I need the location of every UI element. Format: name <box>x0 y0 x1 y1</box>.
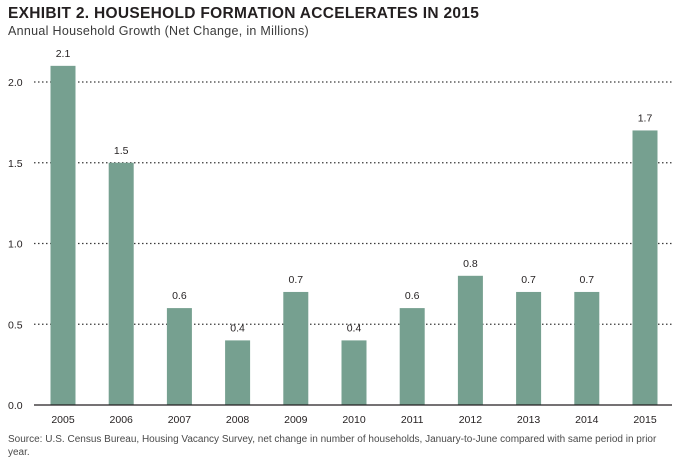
y-tick-label: 1.5 <box>8 158 23 170</box>
bar <box>166 308 192 405</box>
bar <box>632 130 658 405</box>
x-tick-label: 2010 <box>342 414 366 426</box>
x-tick-label: 2013 <box>517 414 541 426</box>
x-tick-label: 2011 <box>401 414 424 426</box>
data-label: 0.4 <box>230 322 245 334</box>
bar <box>399 308 425 405</box>
x-tick-label: 2015 <box>633 414 657 426</box>
y-tick-label: 1.0 <box>8 239 23 251</box>
chart-title: EXHIBIT 2. HOUSEHOLD FORMATION ACCELERAT… <box>8 5 480 22</box>
bar <box>516 291 542 405</box>
x-tick-label: 2007 <box>168 414 192 426</box>
x-tick-label: 2006 <box>110 414 134 426</box>
data-label: 1.5 <box>114 145 129 157</box>
data-label: 0.6 <box>405 290 420 302</box>
data-label: 0.8 <box>463 258 478 270</box>
data-label: 2.1 <box>56 48 71 60</box>
y-tick-label: 0.5 <box>8 319 23 331</box>
y-tick-label: 2.0 <box>8 77 23 89</box>
bar <box>574 291 600 405</box>
bar <box>283 291 309 405</box>
bar <box>50 65 76 405</box>
data-label: 0.6 <box>172 290 187 302</box>
bar <box>225 340 251 405</box>
x-tick-label: 2012 <box>459 414 483 426</box>
x-tick-label: 2009 <box>284 414 308 426</box>
bar <box>341 340 367 405</box>
chart-subtitle: Annual Household Growth (Net Change, in … <box>8 24 309 38</box>
bar <box>457 275 483 405</box>
data-label: 1.7 <box>638 112 653 124</box>
bar <box>108 162 134 405</box>
x-tick-label: 2014 <box>575 414 599 426</box>
x-tick-label: 2008 <box>226 414 250 426</box>
data-label: 0.7 <box>521 274 536 286</box>
data-label: 0.4 <box>347 322 362 334</box>
y-tick-label: 0.0 <box>8 400 23 412</box>
x-tick-label: 2005 <box>51 414 75 426</box>
bar-chart: 0.0 0.5 1.0 1.5 2.0 2.1 2005 1.5 2006 0.6 2007 0.4 2… <box>8 48 672 426</box>
data-label: 0.7 <box>579 274 594 286</box>
source-note: Source: U.S. Census Bureau, Housing Vaca… <box>8 434 657 458</box>
data-label: 0.7 <box>288 274 303 286</box>
